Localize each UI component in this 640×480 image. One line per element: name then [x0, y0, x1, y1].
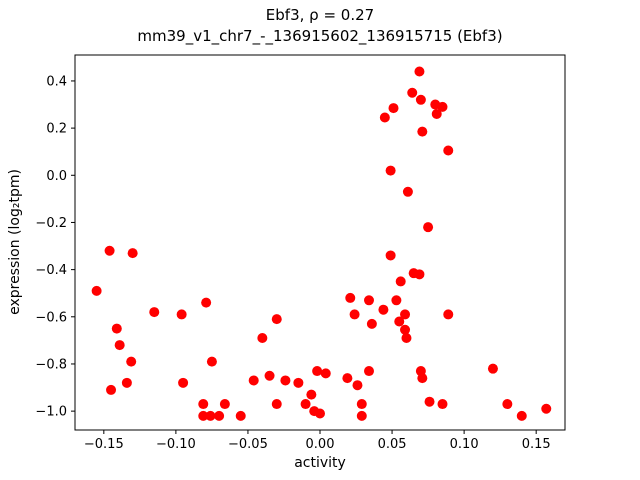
- data-point: [407, 87, 418, 98]
- data-point: [271, 314, 282, 325]
- y-tick-label: −1.0: [35, 405, 67, 420]
- data-point: [320, 368, 331, 379]
- data-point: [391, 295, 402, 306]
- chart-subtitle: mm39_v1_chr7_-_136915602_136915715 (Ebf3…: [137, 27, 502, 46]
- data-point: [127, 248, 138, 259]
- data-point: [366, 318, 377, 329]
- data-point: [205, 410, 216, 421]
- data-point: [235, 410, 246, 421]
- x-tick-label: 0.10: [450, 437, 479, 452]
- data-point: [201, 297, 212, 308]
- data-point: [541, 403, 552, 414]
- data-point: [121, 377, 132, 388]
- x-tick-label: 0.00: [306, 437, 335, 452]
- data-point: [104, 245, 115, 256]
- data-point: [385, 250, 396, 261]
- data-point: [379, 112, 390, 123]
- data-point: [352, 380, 363, 391]
- data-point: [114, 340, 125, 351]
- y-axis-label: expression (log₂tpm): [7, 169, 23, 315]
- data-point: [198, 399, 209, 410]
- data-point: [356, 410, 367, 421]
- data-point: [400, 309, 411, 320]
- data-point: [388, 103, 399, 114]
- data-point: [178, 377, 189, 388]
- data-point: [176, 309, 187, 320]
- y-tick-label: 0.0: [46, 169, 67, 184]
- data-point: [385, 165, 396, 176]
- data-point: [400, 324, 411, 335]
- data-point: [364, 295, 374, 306]
- data-point: [402, 186, 413, 197]
- y-tick-label: −0.6: [35, 310, 67, 325]
- x-tick-label: −0.10: [156, 437, 196, 452]
- data-point: [417, 373, 428, 384]
- data-point: [111, 323, 122, 334]
- data-point: [206, 356, 217, 367]
- data-point: [315, 408, 325, 419]
- data-point: [431, 108, 442, 119]
- data-point: [395, 276, 406, 287]
- data-point: [219, 399, 230, 410]
- y-tick-label: 0.4: [46, 74, 67, 89]
- data-point: [312, 366, 323, 377]
- plot-area: −0.15 −0.10 −0.05 0.00 0.05 0.10 0.15 0.4 0.2 0.0…: [35, 54, 566, 452]
- data-point: [394, 316, 405, 327]
- x-tick-label: 0.05: [378, 437, 407, 452]
- data-point: [126, 356, 137, 367]
- data-point: [271, 399, 282, 410]
- data-point: [106, 384, 117, 395]
- data-point: [349, 309, 360, 320]
- data-point: [248, 375, 259, 386]
- data-point: [364, 366, 374, 377]
- data-point: [214, 410, 225, 421]
- data-point: [342, 373, 353, 384]
- data-point: [300, 399, 311, 410]
- data-point: [91, 285, 102, 296]
- data-point: [437, 101, 448, 112]
- data-point: [293, 377, 304, 388]
- data-point: [257, 333, 268, 344]
- y-tick-label: −0.4: [35, 263, 67, 278]
- data-point: [516, 410, 527, 421]
- data-point: [424, 396, 435, 407]
- data-point: [306, 389, 317, 400]
- data-point: [401, 333, 412, 344]
- data-point: [437, 399, 448, 410]
- x-tick-label: −0.15: [84, 437, 124, 452]
- data-point: [198, 410, 209, 421]
- data-point: [345, 292, 356, 303]
- chart-title: Ebf3, ρ = 0.27: [266, 6, 374, 24]
- data-point: [414, 66, 425, 77]
- x-tick-label: 0.15: [522, 437, 551, 452]
- data-point: [417, 126, 428, 137]
- data-point: [502, 399, 513, 410]
- data-point: [356, 399, 367, 410]
- y-tick-label: −0.2: [35, 216, 67, 231]
- data-point: [378, 304, 389, 315]
- y-tick-label: −0.8: [35, 357, 67, 372]
- data-point: [264, 370, 275, 381]
- x-tick-label: −0.05: [228, 437, 268, 452]
- data-point: [443, 145, 454, 156]
- data-point: [414, 269, 425, 280]
- data-point: [443, 309, 454, 320]
- data-point: [487, 363, 498, 374]
- x-axis-label: activity: [294, 455, 346, 471]
- data-point: [149, 307, 160, 318]
- data-point: [280, 375, 291, 386]
- data-point: [423, 222, 434, 233]
- y-tick-label: 0.2: [46, 122, 67, 137]
- data-point: [415, 94, 426, 105]
